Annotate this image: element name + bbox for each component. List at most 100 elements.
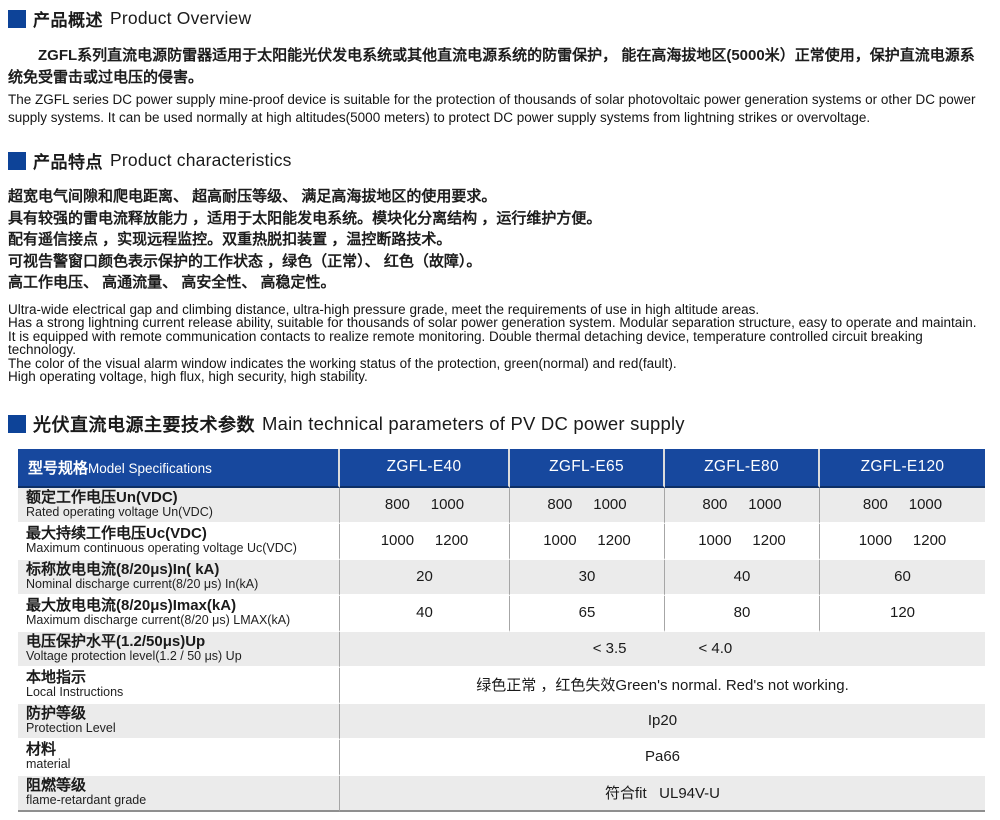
- row-label-cell: 阻燃等级 flame-retardant grade: [18, 775, 340, 812]
- row-value-cell: 40: [340, 595, 510, 632]
- row-label-cell: 防护等级 Protection Level: [18, 703, 340, 740]
- row-value-cell: 20: [340, 559, 510, 596]
- feature-item-zh: 配有遥信接点 ，实现远程监控。双重热脱扣装置 ，温控断路技术。: [8, 231, 452, 248]
- row-label-zh: 额定工作电压Un(VDC): [26, 489, 178, 506]
- row-label-zh: 阻燃等级: [26, 777, 87, 794]
- section-parameters: 光伏直流电源主要技术参数 Main technical parameters o…: [8, 411, 985, 812]
- row-value: 符合fit UL94V-U: [604, 785, 721, 802]
- row-value: Pa66: [644, 748, 681, 765]
- row-value-cell: 65: [510, 595, 665, 632]
- row-label-en: Voltage protection level(1.2 / 50 μs) Up: [26, 649, 242, 663]
- row-value: < 3.5: [592, 640, 627, 657]
- characteristics-heading-zh: 产品特点: [33, 153, 103, 172]
- table-body: 额定工作电压Un(VDC) Rated operating voltage Un(…: [18, 487, 985, 812]
- row-label-zh: 最大放电电流(8/20μs)Imax(kA): [26, 597, 237, 614]
- section-bullet-icon: [8, 414, 26, 433]
- table-header-row: 型号规格Model Specifications ZGFL-E40 ZGFL-E6…: [18, 448, 985, 488]
- table-row: 电压保护水平(1.2/50μs)Up Voltage protection lev…: [18, 631, 985, 668]
- table-row: 防护等级 Protection Level Ip20: [18, 703, 985, 740]
- row-value-cell-merged: 符合fit UL94V-U: [340, 775, 985, 812]
- row-value-cell: 1000 1200: [510, 523, 665, 560]
- row-value: < 4.0: [698, 640, 733, 657]
- row-label-cell: 本地指示 Local Instructions: [18, 667, 340, 704]
- row-label-cell: 电压保护水平(1.2/50μs)Up Voltage protection lev…: [18, 631, 340, 668]
- features-en-list: Ultra-wide electrical gap and climbing d…: [8, 301, 985, 384]
- row-value-cell: 120: [820, 595, 985, 632]
- row-value-cell: 40: [665, 559, 820, 596]
- section-overview: 产品概述 Product Overview ZGFL系列直流电源防雷器适用于太阳…: [8, 6, 985, 126]
- feature-item-en: The color of the visual alarm window ind…: [8, 355, 677, 371]
- row-label-zh: 电压保护水平(1.2/50μs)Up: [26, 633, 206, 650]
- feature-item-en: Has a strong lightning current release a…: [8, 315, 977, 330]
- row-value-cell-merged: < 3.5 < 4.0: [340, 631, 985, 668]
- feature-item-en: High operating voltage, high flux, high …: [8, 369, 368, 384]
- row-label-en: Local Instructions: [26, 685, 124, 699]
- overview-heading-en: Product Overview: [110, 8, 252, 28]
- table-header-model-cell: ZGFL-E80: [665, 448, 820, 488]
- row-value-cell: 1000 1200: [340, 523, 510, 560]
- row-label-zh: 标称放电电流(8/20μs)In( kA): [26, 561, 220, 578]
- row-label-cell: 最大持续工作电压Uc(VDC) Maximum continuous operat…: [18, 523, 340, 560]
- feature-item-en: It is equipped with remote communication…: [8, 328, 923, 357]
- feature-item-en: Ultra-wide electrical gap and climbing d…: [8, 301, 760, 317]
- row-label-zh: 本地指示: [26, 669, 87, 686]
- row-value-cell: 800 1000: [665, 487, 820, 524]
- row-label-en: flame-retardant grade: [26, 793, 147, 807]
- row-label-cell: 额定工作电压Un(VDC) Rated operating voltage Un(…: [18, 487, 340, 524]
- characteristics-heading-en: Product characteristics: [110, 150, 292, 170]
- row-label-zh: 材料: [26, 741, 57, 758]
- table-row: 材料 material Pa66: [18, 739, 985, 776]
- row-value-cell: 800 1000: [820, 487, 985, 524]
- row-label-en: material: [26, 757, 71, 771]
- table-row: 标称放电电流(8/20μs)In( kA) Nominal discharge c…: [18, 559, 985, 596]
- table-row: 本地指示 Local Instructions 绿色正常 ，红色失效Green's …: [18, 667, 985, 704]
- section-bullet-icon: [8, 9, 26, 28]
- row-value-cell-merged: Ip20: [340, 703, 985, 740]
- table-header-model-cell: ZGFL-E65: [510, 448, 665, 488]
- row-label-en: Rated operating voltage Un(VDC): [26, 505, 213, 519]
- feature-item-zh: 具有较强的雷电流释放能力 ，适用于太阳能发电系统。模块化分离结构 ，运行维护方便…: [8, 209, 602, 227]
- row-label-cell: 标称放电电流(8/20μs)In( kA) Nominal discharge c…: [18, 559, 340, 596]
- parameters-heading-zh: 光伏直流电源主要技术参数: [33, 414, 255, 435]
- feature-item-zh: 超宽电气间隙和爬电距离、 超高耐压等级、 满足高海拔地区的使用要求。: [8, 188, 497, 205]
- row-value: 绿色正常 ，红色失效Green's normal. Red's not work…: [476, 677, 849, 694]
- row-value-cell: 60: [820, 559, 985, 596]
- table-header-label-cell: 型号规格Model Specifications: [18, 448, 340, 488]
- overview-paragraph-zh: ZGFL系列直流电源防雷器适用于太阳能光伏发电系统或其他直流电源系统的防雷保护，…: [8, 47, 975, 86]
- table-row: 额定工作电压Un(VDC) Rated operating voltage Un(…: [18, 487, 985, 524]
- row-value-cell: 1000 1200: [820, 523, 985, 560]
- parameters-heading-en: Main technical parameters of PV DC power…: [262, 412, 685, 434]
- row-value-cell: 1000 1200: [665, 523, 820, 560]
- section-characteristics: 产品特点 Product characteristics 超宽电气间隙和爬电距离…: [8, 148, 985, 384]
- row-label-en: Maximum continuous operating voltage Uc(…: [26, 541, 297, 555]
- feature-item-zh: 可视告警窗口颜色表示保护的工作状态 ，绿色（正常）、 红色（故障）。: [8, 252, 482, 270]
- parameters-heading: 光伏直流电源主要技术参数 Main technical parameters o…: [8, 411, 985, 437]
- row-value-cell: 30: [510, 559, 665, 596]
- characteristics-heading: 产品特点 Product characteristics: [8, 148, 985, 173]
- table-row: 最大放电电流(8/20μs)Imax(kA) Maximum discharge …: [18, 595, 985, 632]
- row-label-en: Nominal discharge current(8/20 μs) In(kA…: [26, 577, 259, 591]
- overview-paragraph-en: The ZGFL series DC power supply mine-pro…: [8, 92, 976, 125]
- overview-heading-zh: 产品概述: [33, 11, 103, 30]
- row-value-cell: 800 1000: [340, 487, 510, 524]
- features-zh-list: 超宽电气间隙和爬电距离、 超高耐压等级、 满足高海拔地区的使用要求。具有较强的雷…: [8, 186, 985, 294]
- row-label-cell: 材料 material: [18, 739, 340, 776]
- row-value-cell-merged: Pa66: [340, 739, 985, 776]
- row-label-zh: 最大持续工作电压Uc(VDC): [26, 525, 207, 542]
- row-value: Ip20: [647, 712, 678, 729]
- row-label-en: Protection Level: [26, 721, 116, 735]
- row-value-cell: 800 1000: [510, 487, 665, 524]
- table-header-model-cell: ZGFL-E40: [340, 448, 510, 488]
- table-header-label-en: Model Specifications: [88, 460, 212, 476]
- table-row: 最大持续工作电压Uc(VDC) Maximum continuous operat…: [18, 523, 985, 560]
- table-header-model-cell: ZGFL-E120: [820, 448, 985, 488]
- overview-heading: 产品概述 Product Overview: [8, 6, 985, 31]
- row-value-cell-merged: 绿色正常 ，红色失效Green's normal. Red's not work…: [340, 667, 985, 704]
- section-bullet-icon: [8, 151, 26, 170]
- row-label-zh: 防护等级: [26, 705, 87, 722]
- table-header-label-zh: 型号规格: [28, 459, 89, 477]
- row-label-cell: 最大放电电流(8/20μs)Imax(kA) Maximum discharge …: [18, 595, 340, 632]
- table-row: 阻燃等级 flame-retardant grade 符合fit UL94V-U: [18, 775, 985, 812]
- row-value-cell: 80: [665, 595, 820, 632]
